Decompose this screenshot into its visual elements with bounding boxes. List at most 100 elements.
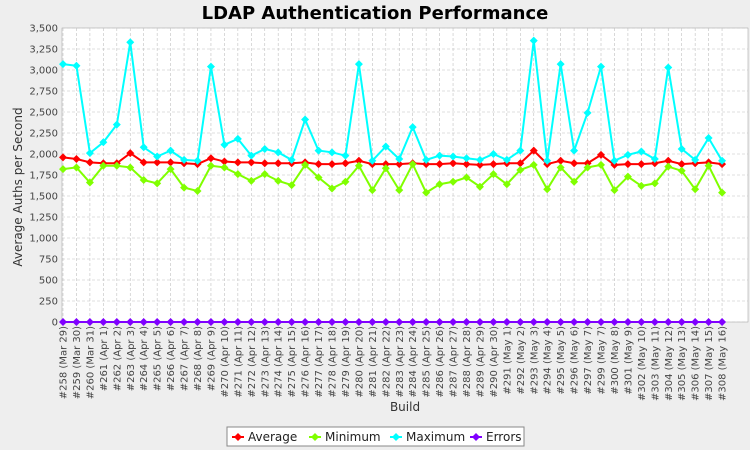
x-tick-label: #297 (May 7) [583,326,594,395]
data-point-maximum [677,144,686,153]
data-point-maximum [462,154,471,163]
x-tick-label: #301 (May 9) [623,326,634,395]
data-point-minimum [718,188,727,197]
data-point-maximum [502,155,511,164]
data-point-errors [422,318,431,326]
y-tick-label: 750 [39,255,58,266]
data-point-minimum [422,188,431,197]
x-tick-label: #262 (Apr 2) [112,326,123,391]
data-point-minimum [180,183,189,192]
data-point-errors [153,318,162,326]
data-point-average [435,160,444,169]
data-point-errors [516,318,525,326]
data-point-average [314,160,323,169]
data-point-maximum [718,156,727,165]
x-tick-label: #271 (Apr 11) [233,326,244,398]
data-point-average [153,158,162,167]
data-point-minimum [206,161,215,170]
x-tick-label: #278 (Apr 18) [328,326,339,398]
data-point-average [462,160,471,169]
data-point-minimum [166,165,175,174]
data-point-errors [59,318,67,326]
x-tick-label: #275 (Apr 15) [287,326,298,398]
data-point-minimum [462,173,471,182]
data-point-minimum [233,170,242,179]
data-point-minimum [153,179,162,188]
data-point-errors [650,318,659,326]
data-point-average [637,160,646,169]
data-point-minimum [314,173,323,182]
data-point-maximum [233,134,242,143]
data-point-errors [341,318,350,326]
legend-swatch-maximum [392,433,400,441]
data-point-maximum [139,143,148,152]
data-point-average [354,156,363,165]
data-point-average [650,159,659,168]
y-tick-label: 3,500 [29,24,58,35]
y-tick-label: 500 [39,276,58,287]
data-point-maximum [126,38,135,47]
data-point-errors [166,318,175,326]
x-tick-label: #274 (Apr 14) [274,326,285,398]
y-axis-title: Average Auths per Second [11,107,25,266]
data-point-maximum [529,36,538,45]
data-point-errors [180,318,189,326]
data-point-minimum [354,161,363,170]
data-point-errors [85,318,94,326]
data-point-average [583,159,592,168]
x-tick-label: #283 (Apr 23) [395,326,406,398]
x-tick-label: #304 (May 12) [664,326,675,401]
data-point-minimum [341,177,350,186]
y-tick-label: 2,750 [29,87,58,98]
data-point-errors [570,318,579,326]
data-point-errors [233,318,242,326]
x-tick-label: #300 (May 8) [610,326,621,395]
data-point-errors [502,318,511,326]
data-point-errors [435,318,444,326]
legend-swatch-errors [472,433,480,441]
legend-box [226,426,525,447]
x-tick-label: #272 (Apr 12) [247,326,258,398]
data-point-errors [597,318,605,326]
data-point-minimum [99,161,108,170]
series-line-minimum [62,161,723,195]
data-point-maximum [153,152,162,161]
x-tick-label: #284 (Apr 24) [408,326,419,398]
data-point-maximum [543,156,552,165]
data-point-maximum [220,140,229,149]
x-tick-label: #289 (Apr 29) [475,326,486,398]
data-point-maximum [516,146,525,155]
data-point-maximum [704,134,713,143]
data-point-average [260,159,269,168]
data-point-errors [610,318,619,326]
y-axis: 0 250 500 750 1,000 1,250 1,500 1,750 2,000 2,250… [29,24,58,329]
x-tick-label: #306 (May 14) [691,326,702,401]
data-point-average [422,160,431,169]
data-point-errors [395,318,404,326]
data-point-errors [112,318,121,326]
data-point-errors [718,318,727,326]
data-point-minimum [287,181,296,190]
x-tick-label: #265 (Apr 5) [153,326,164,391]
data-point-errors [220,318,229,326]
data-point-average [489,160,498,169]
data-point-maximum [99,138,108,147]
x-tick-label: #281 (Apr 21) [368,326,379,398]
y-tick-label: 3,000 [29,66,58,77]
x-tick-label: #296 (May 6) [570,326,581,395]
data-point-maximum [408,123,417,132]
data-point-maximum [112,120,121,129]
data-point-average [475,160,484,169]
x-tick-label: #293 (May 3) [529,326,540,395]
data-point-minimum [650,179,659,188]
data-point-errors [301,318,310,326]
x-tick-label: #295 (May 5) [556,326,567,395]
y-tick-label: 3,250 [29,45,58,56]
data-point-errors [354,318,363,326]
data-point-maximum [570,146,579,155]
data-point-errors [408,318,417,326]
legend-label-average: Average [248,430,297,444]
x-axis: #258 (Mar 29) #259 (Mar 30) #260 (Mar 31) #… [59,326,729,401]
data-point-maximum [650,155,659,164]
